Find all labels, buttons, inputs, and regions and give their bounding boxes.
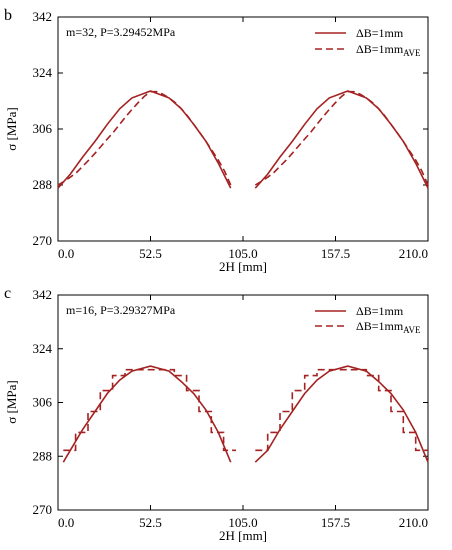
panel-letter-c: c <box>4 285 11 302</box>
legend-label-dashed-sub-c: AVE <box>403 325 421 335</box>
chart-panel-c: c m=16, P=3.29327MPa 270 288 306 324 342 0.0… <box>4 285 429 543</box>
solid-line-c-1 <box>254 365 429 463</box>
x-tick-label-b-0: 0.0 <box>58 246 74 261</box>
x-axis-label-b: 2H [mm] <box>219 259 267 274</box>
x-tick-label-c-4: 210.0 <box>399 515 428 530</box>
legend-label-dashed-sub-b: AVE <box>403 48 421 58</box>
series-group-c <box>62 365 429 463</box>
legend-label-dashed-c: ΔB=1mmAVE <box>356 319 421 335</box>
legend-label-dashed-main-b: ΔB=1mm <box>356 42 404 56</box>
panel-letter-b: b <box>4 7 12 24</box>
x-tick-label-b-3: 157.5 <box>321 246 350 261</box>
x-tick-label-c-0: 0.0 <box>58 515 74 530</box>
x-axis-b: 0.0 52.5 105.0 157.5 210.0 <box>57 17 429 261</box>
chart-panel-b: b m=32, P=3.29452MPa 270 288 306 324 342 0.0… <box>4 7 429 274</box>
y-axis-label-c: σ [MPa] <box>4 380 19 423</box>
annotation-b: m=32, P=3.29452MPa <box>66 25 176 39</box>
dashed-ave-line-c-0 <box>63 368 236 452</box>
legend-label-solid-b: ΔB=1mm <box>356 26 404 40</box>
y-tick-label-c-4: 342 <box>33 287 53 302</box>
x-axis-label-c: 2H [mm] <box>219 528 267 543</box>
legend-label-dashed-b: ΔB=1mmAVE <box>356 42 421 58</box>
y-axis-c: 270 288 306 324 342 <box>33 287 428 517</box>
annotation-c: m=16, P=3.29327MPa <box>66 303 176 317</box>
x-tick-label-c-1: 52.5 <box>139 515 162 530</box>
x-axis-c: 0.0 52.5 105.0 157.5 210.0 <box>57 295 429 530</box>
x-tick-label-c-2: 105.0 <box>228 515 257 530</box>
x-tick-label-c-3: 157.5 <box>321 515 350 530</box>
legend-c: ΔB=1mm ΔB=1mmAVE <box>315 304 421 335</box>
series-group-b <box>57 90 429 189</box>
y-tick-label-c-0: 270 <box>33 502 53 517</box>
y-axis-label-b: σ [MPa] <box>4 107 19 150</box>
y-tick-label-b-2: 306 <box>33 121 53 136</box>
x-tick-label-b-2: 105.0 <box>228 246 257 261</box>
solid-line-b-0 <box>57 90 232 189</box>
x-tick-label-b-1: 52.5 <box>139 246 162 261</box>
y-tick-label-c-2: 306 <box>33 395 53 410</box>
legend-label-solid-c: ΔB=1mm <box>356 304 404 318</box>
y-tick-label-c-1: 288 <box>33 448 53 463</box>
y-tick-label-b-4: 342 <box>33 9 53 24</box>
y-tick-label-b-3: 324 <box>33 65 53 80</box>
dashed-ave-line-b-1 <box>254 90 429 186</box>
legend-label-dashed-main-c: ΔB=1mm <box>356 319 404 333</box>
y-tick-label-b-1: 288 <box>33 177 53 192</box>
x-tick-label-b-4: 210.0 <box>399 246 428 261</box>
solid-line-b-1 <box>254 90 429 189</box>
y-tick-label-b-0: 270 <box>33 233 53 248</box>
y-tick-label-c-3: 324 <box>33 341 53 356</box>
dashed-ave-line-c-1 <box>255 368 428 452</box>
solid-line-c-0 <box>62 365 232 463</box>
dashed-ave-line-b-0 <box>57 90 232 186</box>
legend-b: ΔB=1mm ΔB=1mmAVE <box>315 26 421 58</box>
